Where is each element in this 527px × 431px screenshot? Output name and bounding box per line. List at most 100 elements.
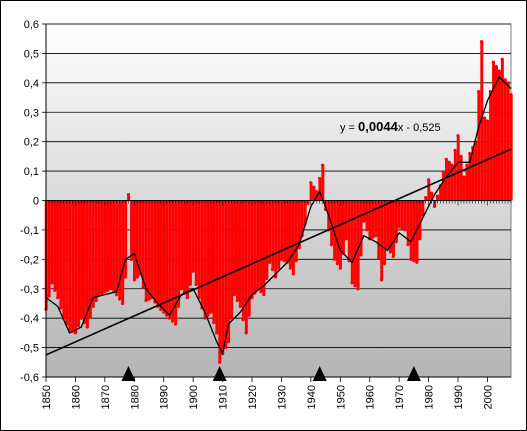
data-point xyxy=(100,291,104,295)
y-tick-label: 0,6 xyxy=(24,19,39,31)
data-point xyxy=(435,194,440,198)
data-point xyxy=(165,313,169,317)
data-point xyxy=(132,278,136,282)
data-bar xyxy=(421,200,425,216)
data-bar xyxy=(56,200,60,298)
data-bar xyxy=(409,200,413,260)
data-point xyxy=(203,316,207,320)
data-bar xyxy=(71,200,75,332)
data-bar xyxy=(297,200,301,248)
data-point xyxy=(88,315,92,319)
y-tick-label: -0,4 xyxy=(20,313,39,325)
data-bar xyxy=(138,200,142,275)
data-bar xyxy=(85,200,89,327)
smoothed-series-line xyxy=(45,75,512,356)
data-point xyxy=(382,262,387,266)
data-point xyxy=(412,259,416,263)
data-bar xyxy=(118,200,122,300)
data-bar xyxy=(374,200,378,236)
data-point xyxy=(191,269,195,273)
data-point xyxy=(141,285,145,289)
data-bar xyxy=(462,176,466,201)
data-bar xyxy=(415,200,419,263)
x-tick-label: 1940 xyxy=(306,385,318,409)
data-bar xyxy=(300,200,304,236)
data-point xyxy=(232,293,236,297)
trend-line xyxy=(45,148,512,356)
data-bar xyxy=(124,200,128,277)
data-bar xyxy=(80,200,83,319)
data-bar xyxy=(309,182,313,201)
data-bar xyxy=(362,200,366,222)
data-point xyxy=(162,310,166,314)
data-point xyxy=(117,297,122,301)
data-bar xyxy=(406,200,410,245)
data-bar xyxy=(97,200,101,295)
data-point xyxy=(318,176,322,181)
data-point xyxy=(485,119,490,123)
data-bar xyxy=(253,200,257,294)
data-point xyxy=(388,250,392,254)
data-point xyxy=(247,313,251,317)
data-point xyxy=(218,360,222,364)
data-point xyxy=(85,325,89,329)
data-point xyxy=(509,93,513,97)
data-point xyxy=(91,304,95,308)
data-point xyxy=(403,228,407,232)
data-point xyxy=(73,331,78,335)
data-bar xyxy=(365,200,369,230)
data-point xyxy=(497,69,501,73)
data-bar xyxy=(59,200,63,308)
data-bar xyxy=(168,200,172,319)
data-point xyxy=(271,268,275,272)
data-bar xyxy=(447,162,451,201)
y-tick-label: -0,3 xyxy=(20,284,39,296)
data-point xyxy=(506,81,510,85)
data-bar xyxy=(397,200,401,227)
data-point xyxy=(265,276,269,281)
data-point xyxy=(365,228,369,232)
data-point xyxy=(418,237,422,241)
data-bar xyxy=(233,200,237,295)
data-bar xyxy=(94,200,98,301)
data-point xyxy=(279,257,284,261)
data-point xyxy=(59,306,63,310)
data-point xyxy=(356,287,360,291)
trend-equation-suffix: x - 0,525 xyxy=(398,122,441,134)
data-bar xyxy=(312,187,316,201)
data-point xyxy=(144,298,148,303)
data-point xyxy=(47,294,51,298)
data-point xyxy=(482,116,487,120)
y-tick-label: 0 xyxy=(33,196,39,208)
data-point xyxy=(50,281,54,285)
x-tick-label: 1970 xyxy=(394,385,406,409)
data-point xyxy=(123,275,128,279)
data-bar xyxy=(183,200,186,294)
data-point xyxy=(135,275,139,279)
data-bar xyxy=(62,200,66,319)
data-bar xyxy=(53,200,57,291)
x-tick-label: 1900 xyxy=(188,385,200,409)
data-point xyxy=(479,40,484,44)
data-bar xyxy=(241,200,245,320)
data-point xyxy=(468,151,472,156)
data-bar xyxy=(418,200,422,239)
data-point xyxy=(374,234,378,238)
data-bar xyxy=(486,121,490,201)
data-bar xyxy=(82,200,86,323)
data-point xyxy=(262,293,266,297)
y-tick-label: 0,1 xyxy=(24,166,39,178)
data-bar xyxy=(427,179,431,201)
data-bar xyxy=(286,200,289,263)
data-point xyxy=(444,157,448,161)
data-point xyxy=(379,278,384,282)
data-bar xyxy=(294,200,298,261)
y-tick-label: 0,2 xyxy=(24,137,39,149)
data-point xyxy=(209,310,213,314)
data-point xyxy=(503,78,507,82)
data-point xyxy=(447,160,451,164)
data-point xyxy=(179,287,183,291)
data-bar xyxy=(468,153,472,201)
data-bar xyxy=(103,200,107,292)
